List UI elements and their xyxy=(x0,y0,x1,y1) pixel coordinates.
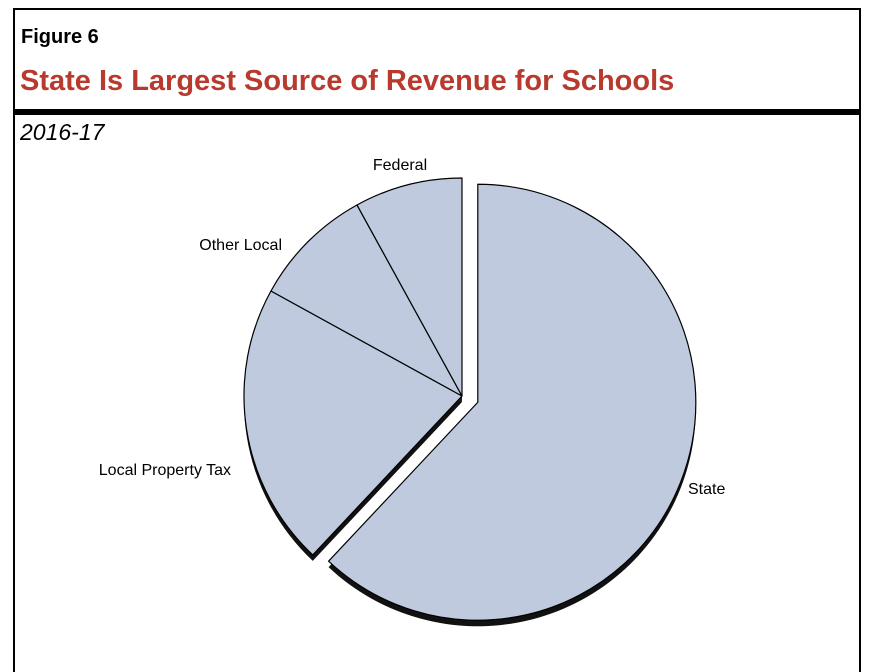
pie-slice-federal xyxy=(356,177,463,397)
slice-label-other-local: Other Local xyxy=(199,237,282,254)
figure-frame xyxy=(13,8,861,672)
chart-title: State Is Largest Source of Revenue for S… xyxy=(20,65,675,97)
pie-labels: State Local Property Tax Other Local Federa… xyxy=(99,157,726,498)
slice-label-local-property-tax: Local Property Tax xyxy=(99,462,231,479)
slice-label-state: State xyxy=(688,481,725,498)
pie-slice-state xyxy=(327,183,697,621)
title-rule xyxy=(13,109,861,115)
pie-slices xyxy=(243,177,697,621)
slice-label-federal: Federal xyxy=(373,157,427,174)
pie-slice-local-property-tax xyxy=(243,290,463,556)
figure-label: Figure 6 xyxy=(21,26,99,48)
chart-subtitle: 2016-17 xyxy=(20,119,105,145)
pie-slice-other-local xyxy=(270,204,463,397)
